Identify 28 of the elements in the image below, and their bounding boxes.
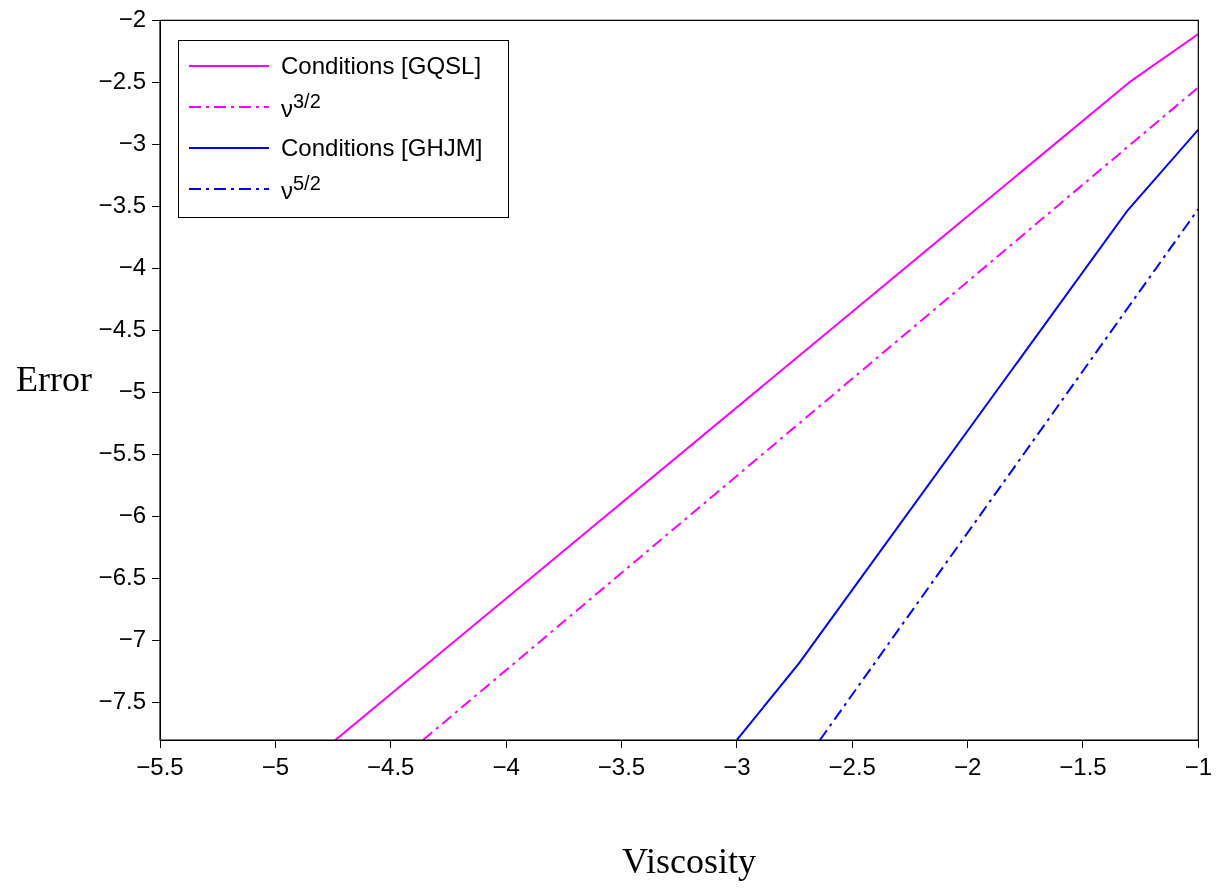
x-tick-label: −3	[723, 753, 751, 781]
y-tick-label: −4.5	[98, 315, 146, 343]
y-tick-label: −7	[118, 625, 146, 653]
x-tick-label: −2.5	[828, 753, 876, 781]
legend-label: ν$^{3/2}$	[281, 90, 321, 124]
y-tick-label: −5.5	[98, 439, 146, 467]
x-axis-title: Viscosity	[622, 841, 756, 881]
y-tick-label: −7.5	[98, 687, 146, 715]
x-tick-label: −5.5	[136, 753, 184, 781]
x-tick-label: −4.5	[367, 753, 415, 781]
x-tick-label: −1.5	[1059, 753, 1107, 781]
y-tick-label: −4	[118, 253, 146, 281]
y-tick-label: −5	[118, 377, 146, 405]
y-tick-label: −2	[118, 5, 146, 33]
y-tick-label: −3.5	[98, 191, 146, 219]
y-tick-label: −6	[118, 501, 146, 529]
legend-label: Conditions [GHJM]	[281, 133, 483, 162]
x-tick-label: −3.5	[597, 753, 646, 781]
y-tick-label: −3	[118, 129, 146, 157]
y-tick-label: −6.5	[98, 563, 146, 591]
legend-label: Conditions [GQSL]	[281, 51, 482, 80]
x-tick-label: −5	[261, 753, 290, 781]
x-tick-label: −4	[492, 753, 520, 781]
legend-label: ν$^{5/2}$	[281, 172, 321, 206]
y-axis-title: Error	[16, 358, 92, 401]
x-tick-label: −2	[953, 753, 982, 781]
x-tick-label: −1	[1184, 753, 1213, 781]
y-tick-label: −2.5	[98, 67, 146, 95]
